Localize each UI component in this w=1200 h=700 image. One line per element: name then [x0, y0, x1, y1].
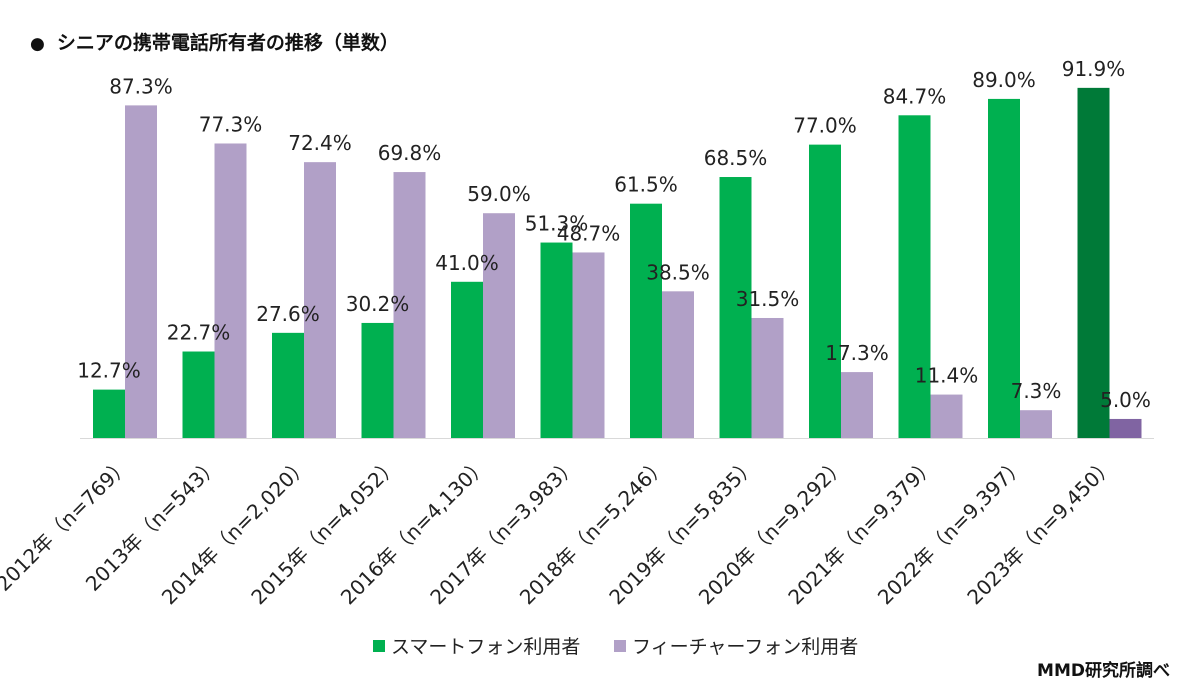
value-label-feature-phone-3: 72.4%	[288, 131, 352, 155]
bar-feature-phone-12	[1109, 418, 1142, 438]
x-tick-label-12: 2023年（n=9,450）	[962, 453, 1119, 610]
legend-label-smartphone: スマートフォン利用者	[391, 636, 580, 658]
legend-swatch-smartphone	[373, 640, 385, 652]
x-tick-label-5: 2016年（n=4,130）	[336, 453, 493, 610]
bar-smartphone-5	[451, 281, 483, 438]
value-label-feature-phone-2: 77.3%	[199, 112, 263, 136]
value-label-feature-phone-7: 38.5%	[646, 260, 710, 284]
value-label-smartphone-12: 91.9%	[1062, 57, 1126, 81]
value-label-feature-phone-9: 17.3%	[825, 341, 889, 365]
bar-smartphone-7	[630, 203, 662, 438]
value-label-feature-phone-10: 11.4%	[915, 364, 979, 388]
value-labels-group: 12.7% 87.3% 22.7% 77.3% 27.6% 72.4% 30.2% 69.8%…	[77, 57, 1151, 412]
value-label-smartphone-1: 12.7%	[77, 359, 141, 383]
bar-feature-phone-4	[393, 172, 426, 438]
bar-smartphone-4	[361, 322, 394, 438]
value-label-feature-phone-4: 69.8%	[378, 141, 442, 165]
value-label-feature-phone-12: 5.0%	[1100, 388, 1151, 412]
x-tick-label-7: 2018年（n=5,246）	[515, 453, 672, 610]
value-label-smartphone-5: 41.0%	[435, 251, 499, 275]
value-label-smartphone-3: 27.6%	[256, 302, 320, 326]
x-tick-label-10: 2021年（n=9,379）	[783, 453, 940, 610]
title-bullet: ●	[30, 34, 45, 54]
bars-group	[93, 87, 1142, 439]
bar-feature-phone-10	[930, 394, 963, 438]
value-label-smartphone-7: 61.5%	[614, 173, 678, 197]
value-label-smartphone-10: 84.7%	[883, 84, 947, 108]
bar-smartphone-12	[1077, 87, 1110, 439]
x-tick-label-3: 2014年（n=2,020）	[157, 453, 314, 610]
x-tick-label-4: 2015年（n=4,052）	[246, 453, 403, 610]
value-label-smartphone-9: 77.0%	[793, 114, 857, 138]
bar-smartphone-3	[272, 332, 304, 438]
value-label-smartphone-11: 89.0%	[972, 68, 1036, 92]
bar-feature-phone-6	[572, 252, 605, 438]
value-label-smartphone-6: 51.3%	[525, 212, 589, 236]
value-label-smartphone-4: 30.2%	[346, 292, 410, 316]
bar-smartphone-9	[809, 144, 841, 438]
source-credit: MMD研究所調べ	[1037, 661, 1170, 681]
value-label-smartphone-2: 22.7%	[167, 321, 231, 345]
x-tick-labels-group: 2012年（n=769）2013年（n=543）2014年（n=2,020）20…	[0, 453, 1119, 610]
bar-smartphone-2	[182, 351, 215, 438]
value-label-feature-phone-8: 31.5%	[736, 287, 800, 311]
legend-swatch-feature-phone	[614, 640, 626, 652]
x-tick-label-9: 2020年（n=9,292）	[694, 453, 851, 610]
chart-title: ● シニアの携帯電話所有者の推移（単数）	[30, 28, 399, 55]
bar-feature-phone-11	[1020, 410, 1052, 438]
legend-label-feature-phone: フィーチャーフォン利用者	[632, 636, 858, 658]
value-label-feature-phone-1: 87.3%	[109, 74, 173, 98]
value-label-smartphone-8: 68.5%	[704, 146, 768, 170]
bar-smartphone-6	[540, 242, 573, 438]
bar-smartphone-8	[719, 177, 752, 438]
bar-feature-phone-3	[304, 162, 336, 438]
bar-feature-phone-7	[662, 291, 694, 438]
value-label-feature-phone-11: 7.3%	[1011, 379, 1062, 403]
bar-feature-phone-5	[483, 213, 515, 438]
bar-smartphone-11	[988, 98, 1020, 438]
x-tick-label-11: 2022年（n=9,397）	[873, 453, 1030, 610]
value-label-feature-phone-5: 59.0%	[467, 182, 531, 206]
bar-feature-phone-8	[751, 317, 784, 438]
bar-smartphone-10	[898, 115, 931, 438]
x-tick-label-6: 2017年（n=3,983）	[425, 453, 582, 610]
value-label-feature-phone-6: 48.7%	[557, 221, 621, 245]
bar-feature-phone-2	[214, 143, 247, 438]
bar-feature-phone-1	[125, 105, 157, 439]
x-tick-label-8: 2019年（n=5,835）	[604, 453, 761, 610]
bar-smartphone-1	[93, 389, 125, 438]
bar-feature-phone-9	[841, 372, 873, 438]
legend: スマートフォン利用者 フィーチャーフォン利用者	[373, 636, 858, 658]
chart-title-text: シニアの携帯電話所有者の推移（単数）	[56, 32, 399, 54]
